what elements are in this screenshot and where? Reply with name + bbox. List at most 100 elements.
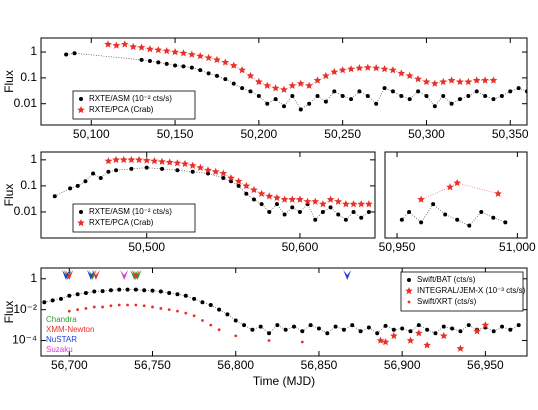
circle-marker xyxy=(290,93,295,98)
circle-marker xyxy=(158,289,163,294)
circle-marker xyxy=(408,329,413,334)
star-marker xyxy=(464,77,473,86)
circle-marker xyxy=(267,209,272,214)
circle-marker xyxy=(516,323,521,328)
circle-marker xyxy=(206,71,211,76)
star-marker xyxy=(405,287,413,295)
star-marker xyxy=(330,67,339,76)
circle-marker xyxy=(150,288,155,293)
circle-marker xyxy=(457,97,462,102)
circle-marker xyxy=(133,287,138,292)
star-marker xyxy=(181,159,189,168)
dot-marker xyxy=(76,308,80,312)
circle-marker xyxy=(106,169,111,174)
dot-marker xyxy=(217,328,221,332)
x-tick-label: 50,300 xyxy=(408,127,445,141)
circle-marker xyxy=(374,101,379,106)
legend-box xyxy=(72,203,196,233)
circle-marker xyxy=(332,89,337,94)
star-marker xyxy=(494,189,502,197)
circle-marker xyxy=(217,307,222,312)
circle-marker xyxy=(458,329,463,334)
star-marker xyxy=(204,166,212,174)
star-marker xyxy=(288,81,297,89)
star-marker xyxy=(234,177,243,185)
star-marker xyxy=(238,66,246,74)
circle-marker xyxy=(114,168,119,173)
x-tick-label: 50,350 xyxy=(492,127,529,141)
star-marker xyxy=(120,40,129,48)
dot-marker xyxy=(184,311,188,315)
circle-marker xyxy=(231,81,236,86)
circle-marker xyxy=(491,215,496,220)
circle-marker xyxy=(508,89,513,94)
dot-marker xyxy=(109,304,113,308)
star-marker xyxy=(271,84,280,92)
dot-marker xyxy=(407,300,411,304)
observation-label: XMM-Newton xyxy=(46,325,94,334)
star-marker xyxy=(257,189,266,197)
circle-marker xyxy=(92,289,97,294)
circle-marker xyxy=(441,93,446,98)
circle-marker xyxy=(248,89,253,94)
circle-marker xyxy=(273,97,278,102)
circle-marker xyxy=(366,325,371,330)
circle-marker xyxy=(391,327,396,332)
dot-marker xyxy=(167,308,171,312)
star-marker xyxy=(142,156,151,164)
circle-marker xyxy=(336,212,341,217)
circle-marker xyxy=(214,73,219,78)
y-axis-label: Flux xyxy=(2,70,16,93)
star-marker xyxy=(288,195,297,203)
star-marker xyxy=(389,66,397,74)
circle-marker xyxy=(160,166,165,171)
circle-marker xyxy=(508,327,513,332)
circle-marker xyxy=(156,60,161,65)
circle-marker xyxy=(316,326,321,331)
star-marker xyxy=(357,200,366,208)
circle-marker xyxy=(117,287,122,292)
star-marker xyxy=(280,195,289,203)
circle-marker xyxy=(449,101,454,106)
circle-marker xyxy=(298,107,303,112)
y-tick-label: 10⁻² xyxy=(13,302,37,316)
circle-marker xyxy=(491,97,496,102)
star-marker xyxy=(372,64,380,72)
circle-marker xyxy=(366,209,371,214)
circle-marker xyxy=(343,217,348,222)
dot-marker xyxy=(159,307,163,310)
star-marker xyxy=(204,53,213,62)
star-marker xyxy=(196,163,205,171)
legend-label: Swift/BAT (cts/s) xyxy=(417,275,476,284)
star-marker xyxy=(280,85,288,93)
observation-arrow xyxy=(120,270,129,280)
star-marker xyxy=(303,197,312,205)
circle-marker xyxy=(455,217,460,222)
circle-marker xyxy=(198,68,203,73)
x-tick-label: 50,100 xyxy=(73,127,110,141)
star-marker xyxy=(342,200,350,208)
dot-marker xyxy=(101,305,104,309)
plot-area xyxy=(52,155,373,222)
observation-label: NuSTAR xyxy=(46,335,77,344)
circle-marker xyxy=(382,86,387,91)
x-tick-label: 51,000 xyxy=(499,240,536,254)
dot-marker xyxy=(134,303,138,307)
observation-arrow xyxy=(61,270,70,280)
circle-marker xyxy=(483,93,488,98)
circle-marker xyxy=(68,186,73,191)
circle-marker xyxy=(240,86,245,91)
circle-marker xyxy=(325,331,330,336)
y-axis-label: Flux xyxy=(2,184,16,207)
star-marker xyxy=(255,77,263,86)
dot-marker xyxy=(84,307,88,310)
observation-arrow xyxy=(86,270,95,280)
circle-marker xyxy=(315,93,320,98)
star-marker xyxy=(431,79,439,87)
x-tick-label: 56,950 xyxy=(467,358,504,372)
circle-marker xyxy=(164,61,169,66)
circle-marker xyxy=(503,220,508,225)
circle-marker xyxy=(282,212,287,217)
dot-marker xyxy=(126,303,129,307)
circle-marker xyxy=(491,329,496,334)
